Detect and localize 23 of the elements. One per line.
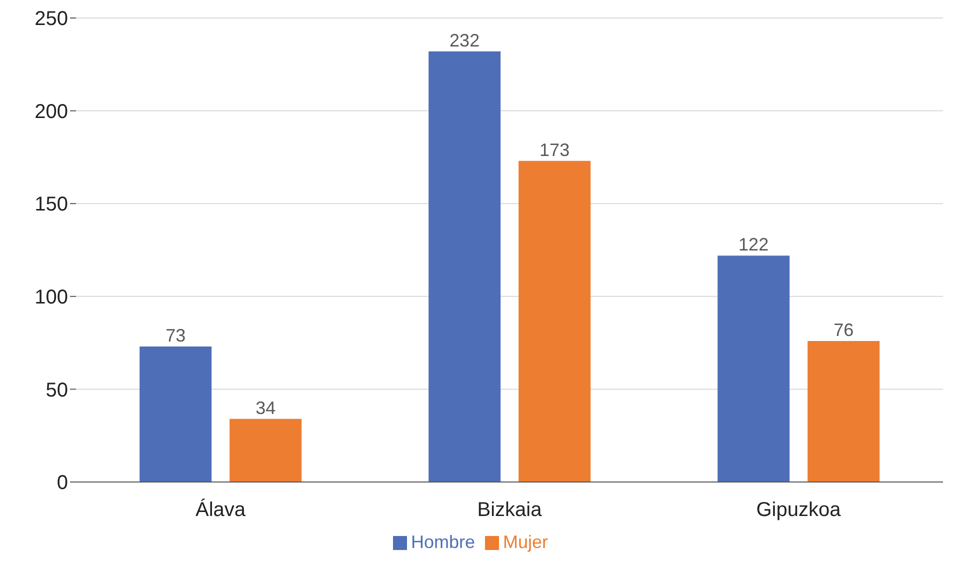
bar xyxy=(808,340,880,482)
data-label: 232 xyxy=(450,30,480,50)
data-label: 173 xyxy=(540,140,570,160)
data-label: 122 xyxy=(738,234,769,255)
legend-label: Mujer xyxy=(503,532,548,552)
bar xyxy=(718,256,790,482)
y-tick-label: 150 xyxy=(34,194,68,216)
bar xyxy=(230,418,302,482)
y-tick-label: 50 xyxy=(46,379,68,402)
bar xyxy=(140,346,212,482)
y-tick-label: 0 xyxy=(56,472,68,494)
bar xyxy=(518,160,591,482)
data-label: 34 xyxy=(256,398,276,418)
bar xyxy=(428,51,501,482)
data-label: 73 xyxy=(166,326,186,346)
x-tick-label: Álava xyxy=(195,498,246,522)
y-tick-label: 250 xyxy=(34,8,68,30)
x-tick-label: Bizkaia xyxy=(477,499,543,522)
legend-label: Hombre xyxy=(410,532,475,552)
y-tick-label: 200 xyxy=(34,100,68,123)
data-label: 76 xyxy=(834,320,854,340)
x-tick-label: Gipuzkoa xyxy=(756,499,842,522)
y-tick-label: 100 xyxy=(34,286,68,308)
